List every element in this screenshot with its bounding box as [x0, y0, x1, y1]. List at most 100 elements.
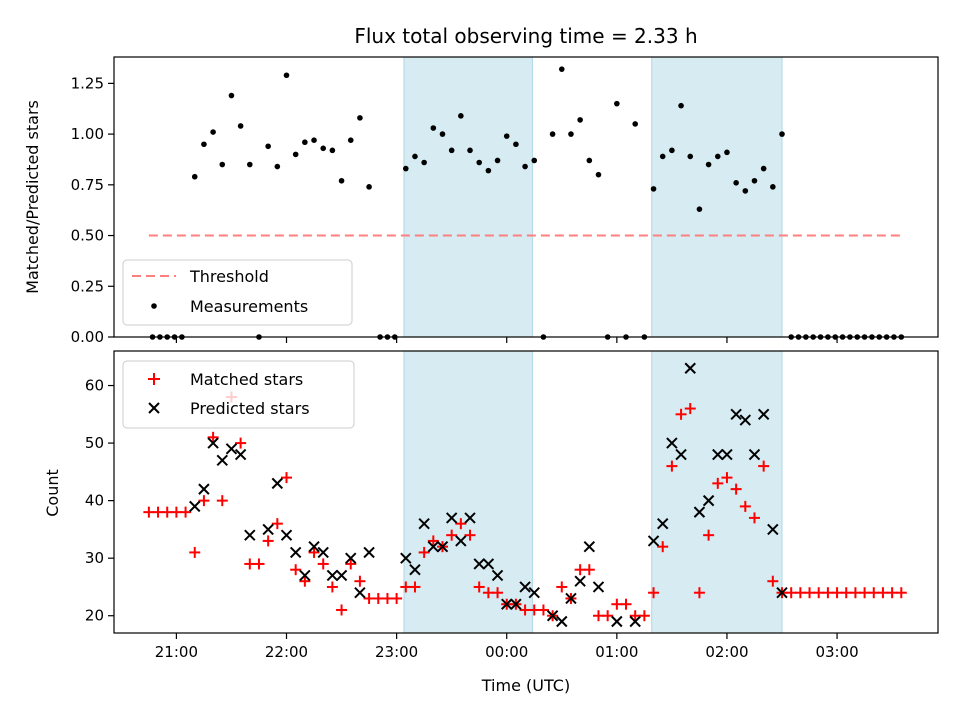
top-y-ticks: 0.00 0.25 0.50 0.75 1.00 1.25 — [71, 74, 114, 346]
matched-star-point — [180, 506, 192, 518]
measurement-point — [347, 137, 354, 143]
matched-star-point — [473, 581, 485, 593]
x-tick-label: 21:00 — [155, 643, 198, 661]
measurement-point — [503, 133, 510, 139]
predicted-star-point — [207, 437, 219, 449]
matched-star-point — [684, 403, 696, 415]
measurement-point — [329, 147, 336, 154]
measurement-point — [696, 206, 703, 212]
matched-star-point — [189, 546, 201, 558]
matched-star-point — [216, 495, 228, 507]
predicted-star-point — [519, 581, 531, 593]
top-panel: 0.00 0.25 0.50 0.75 1.00 1.25 Flux total obse… — [23, 24, 939, 346]
observing-windows — [403, 351, 783, 633]
measurement-point — [751, 177, 758, 184]
legend-threshold-label: Threshold — [189, 267, 269, 286]
predicted-star-point — [748, 448, 761, 461]
matched-star-point — [868, 587, 880, 599]
matched-star-point — [748, 512, 760, 524]
measurement-point — [402, 165, 409, 172]
predicted-star-point — [574, 575, 586, 587]
legend-measurements-label: Measurements — [190, 297, 308, 316]
matched-star-point — [253, 558, 265, 570]
measurement-point — [632, 121, 638, 127]
shaded-interval-1 — [403, 57, 533, 337]
measurement-point — [522, 163, 528, 170]
predicted-star-point — [693, 506, 706, 518]
measurement-point — [247, 161, 253, 168]
matched-star-point — [372, 592, 384, 604]
predicted-star-point — [666, 437, 678, 449]
matched-star-point — [822, 587, 834, 599]
measurement-point — [595, 171, 602, 178]
measurement-point — [760, 165, 767, 172]
measurement-point — [458, 113, 464, 119]
shaded-interval-1 — [403, 351, 533, 633]
measurement-point — [210, 129, 216, 135]
shaded-interval-2 — [651, 351, 783, 633]
matched-star-point — [326, 581, 338, 593]
predicted-star-point — [767, 523, 779, 536]
matched-star-point — [804, 587, 816, 599]
predicted-star-point — [234, 448, 247, 461]
matched-star-point — [638, 610, 650, 622]
measurement-point — [201, 141, 207, 148]
matched-star-point — [143, 506, 155, 518]
measurement-point — [283, 72, 290, 79]
measurement-point — [733, 179, 739, 186]
predicted-star-point — [473, 558, 485, 570]
y-tick-label: 1.25 — [71, 74, 104, 92]
x-tick-label: 03:00 — [815, 643, 858, 661]
x-axis-label: Time (UTC) — [481, 676, 570, 695]
matched-star-point — [693, 587, 705, 599]
matched-star-point — [813, 587, 825, 599]
matched-star-point — [381, 592, 393, 604]
predicted-star-point — [400, 552, 412, 564]
measurement-point — [467, 147, 473, 154]
matched-star-point — [703, 529, 715, 541]
measurement-point — [549, 131, 556, 137]
predicted-star-point — [776, 587, 788, 599]
predicted-star-point — [556, 615, 568, 628]
matched-star-point — [877, 587, 889, 599]
measurement-point — [421, 159, 427, 166]
predicted-star-point — [611, 615, 623, 628]
x-tick-label: 00:00 — [485, 643, 528, 661]
predicted-star-point — [583, 540, 596, 553]
matched-star-point — [400, 581, 412, 593]
matched-star-point — [235, 437, 247, 449]
predicted-star-point — [629, 615, 641, 628]
measurement-point — [650, 186, 657, 192]
matched-star-point — [620, 598, 632, 610]
predicted-star-point — [189, 500, 201, 513]
measurement-point — [191, 173, 198, 180]
measurement-point — [430, 125, 437, 131]
matched-star-point — [455, 518, 467, 530]
legend-measurements-swatch — [151, 303, 157, 309]
top-axes-frame — [113, 56, 939, 338]
y-tick-label: 1.00 — [71, 125, 104, 143]
predicted-star-point — [592, 581, 605, 593]
predicted-star-point — [565, 592, 577, 605]
matched-star-point — [648, 587, 660, 599]
matched-star-point — [583, 564, 595, 576]
predicted-star-point — [739, 414, 752, 426]
predicted-star-point — [335, 569, 348, 582]
measurement-points — [149, 66, 905, 340]
matched-star-point — [152, 506, 164, 518]
matched-star-point — [611, 598, 623, 610]
measurement-point — [687, 153, 694, 160]
x-tick-label: 22:00 — [265, 643, 308, 661]
predicted-star-point — [528, 587, 540, 599]
measurement-point — [568, 131, 574, 137]
y-tick-label: 0.75 — [71, 176, 104, 194]
shaded-interval-2 — [651, 57, 783, 337]
matched-star-point — [831, 587, 843, 599]
measurement-point — [439, 131, 446, 137]
matched-star-point — [849, 587, 861, 599]
matched-star-point — [446, 529, 458, 541]
measurement-point — [265, 143, 271, 150]
matched-star-point — [464, 529, 476, 541]
matched-star-point — [482, 587, 494, 599]
y-tick-label: 60 — [85, 377, 104, 395]
